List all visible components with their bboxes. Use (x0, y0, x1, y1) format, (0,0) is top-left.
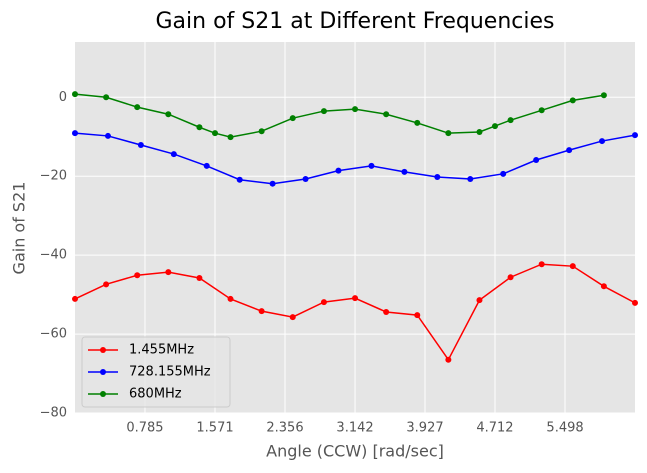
data-point (401, 168, 408, 175)
data-point (632, 132, 638, 139)
data-point (414, 119, 421, 126)
data-point (212, 130, 219, 137)
x-tick-label: 3.142 (336, 421, 373, 436)
data-point (538, 107, 545, 114)
legend-marker (100, 347, 106, 353)
data-point (236, 176, 243, 183)
data-point (302, 175, 309, 182)
legend-box (81, 336, 231, 408)
data-point (320, 108, 327, 115)
x-tick-label: 1.571 (196, 421, 233, 436)
data-point (203, 162, 210, 169)
legend-label: 728.155MHz (129, 365, 211, 380)
data-point (72, 91, 78, 98)
data-point (258, 308, 265, 315)
y-tick-label: −40 (40, 248, 67, 263)
data-point (137, 142, 144, 149)
data-point (507, 274, 514, 281)
data-point (227, 295, 234, 302)
legend-marker (100, 369, 106, 375)
data-point (538, 261, 545, 268)
data-point (476, 297, 483, 304)
data-point (352, 295, 359, 302)
data-point (335, 167, 342, 174)
y-tick-label: −20 (40, 169, 67, 184)
data-point (632, 299, 638, 306)
data-point (134, 272, 141, 279)
data-point (269, 180, 276, 187)
data-point (467, 175, 474, 182)
data-point (72, 295, 78, 302)
data-point (533, 157, 540, 164)
data-point (227, 134, 234, 141)
y-tick-label: −60 (40, 327, 67, 342)
data-point (165, 111, 172, 118)
data-point (569, 97, 576, 104)
data-point (320, 299, 327, 306)
data-point (170, 151, 177, 158)
data-point (599, 138, 606, 145)
data-point (258, 128, 265, 135)
data-point (352, 106, 359, 113)
data-point (383, 111, 390, 118)
legend-label: 680MHz (129, 387, 182, 402)
data-point (383, 308, 390, 315)
x-tick-label: 3.927 (406, 421, 443, 436)
data-point (368, 162, 375, 169)
data-point (500, 170, 507, 177)
data-point (476, 128, 483, 135)
x-axis-label: Angle (CCW) [rad/sec] (266, 442, 444, 461)
y-tick-label: −80 (40, 406, 67, 421)
data-point (445, 130, 452, 137)
data-point (72, 130, 78, 137)
x-tick-label: 2.356 (266, 421, 303, 436)
data-point (600, 283, 607, 290)
data-point (104, 132, 111, 139)
data-point (491, 123, 498, 130)
data-point (103, 94, 110, 101)
y-tick-label: 0 (59, 90, 67, 105)
data-point (134, 104, 141, 111)
data-point (196, 124, 203, 131)
legend-label: 1.455MHz (129, 343, 194, 358)
data-point (600, 92, 607, 99)
x-tick-label: 0.785 (126, 421, 163, 436)
data-point (289, 115, 296, 122)
series-line (74, 132, 636, 185)
data-point (289, 314, 296, 321)
data-point (569, 263, 576, 270)
x-tick-label: 5.498 (546, 421, 583, 436)
data-point (445, 356, 452, 363)
data-point (165, 269, 172, 276)
data-point (196, 275, 203, 282)
data-point (566, 147, 573, 154)
data-point (414, 312, 421, 319)
data-point (507, 117, 514, 124)
data-point (103, 281, 110, 288)
x-tick-label: 4.712 (476, 421, 513, 436)
data-point (434, 173, 441, 180)
legend: 1.455MHz 728.155MHz 680MHz (81, 336, 231, 408)
chart-title: Gain of S21 at Different Frequencies (156, 9, 555, 34)
legend-marker (100, 391, 106, 397)
y-axis-label: Gain of S21 (10, 182, 29, 275)
